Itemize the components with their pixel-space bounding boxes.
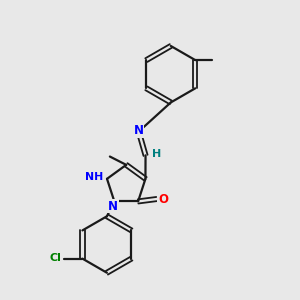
- Text: N: N: [134, 124, 144, 137]
- Text: N: N: [108, 200, 118, 213]
- Text: NH: NH: [85, 172, 103, 182]
- Text: H: H: [152, 149, 161, 159]
- Text: Cl: Cl: [50, 253, 62, 263]
- Text: O: O: [158, 193, 168, 206]
